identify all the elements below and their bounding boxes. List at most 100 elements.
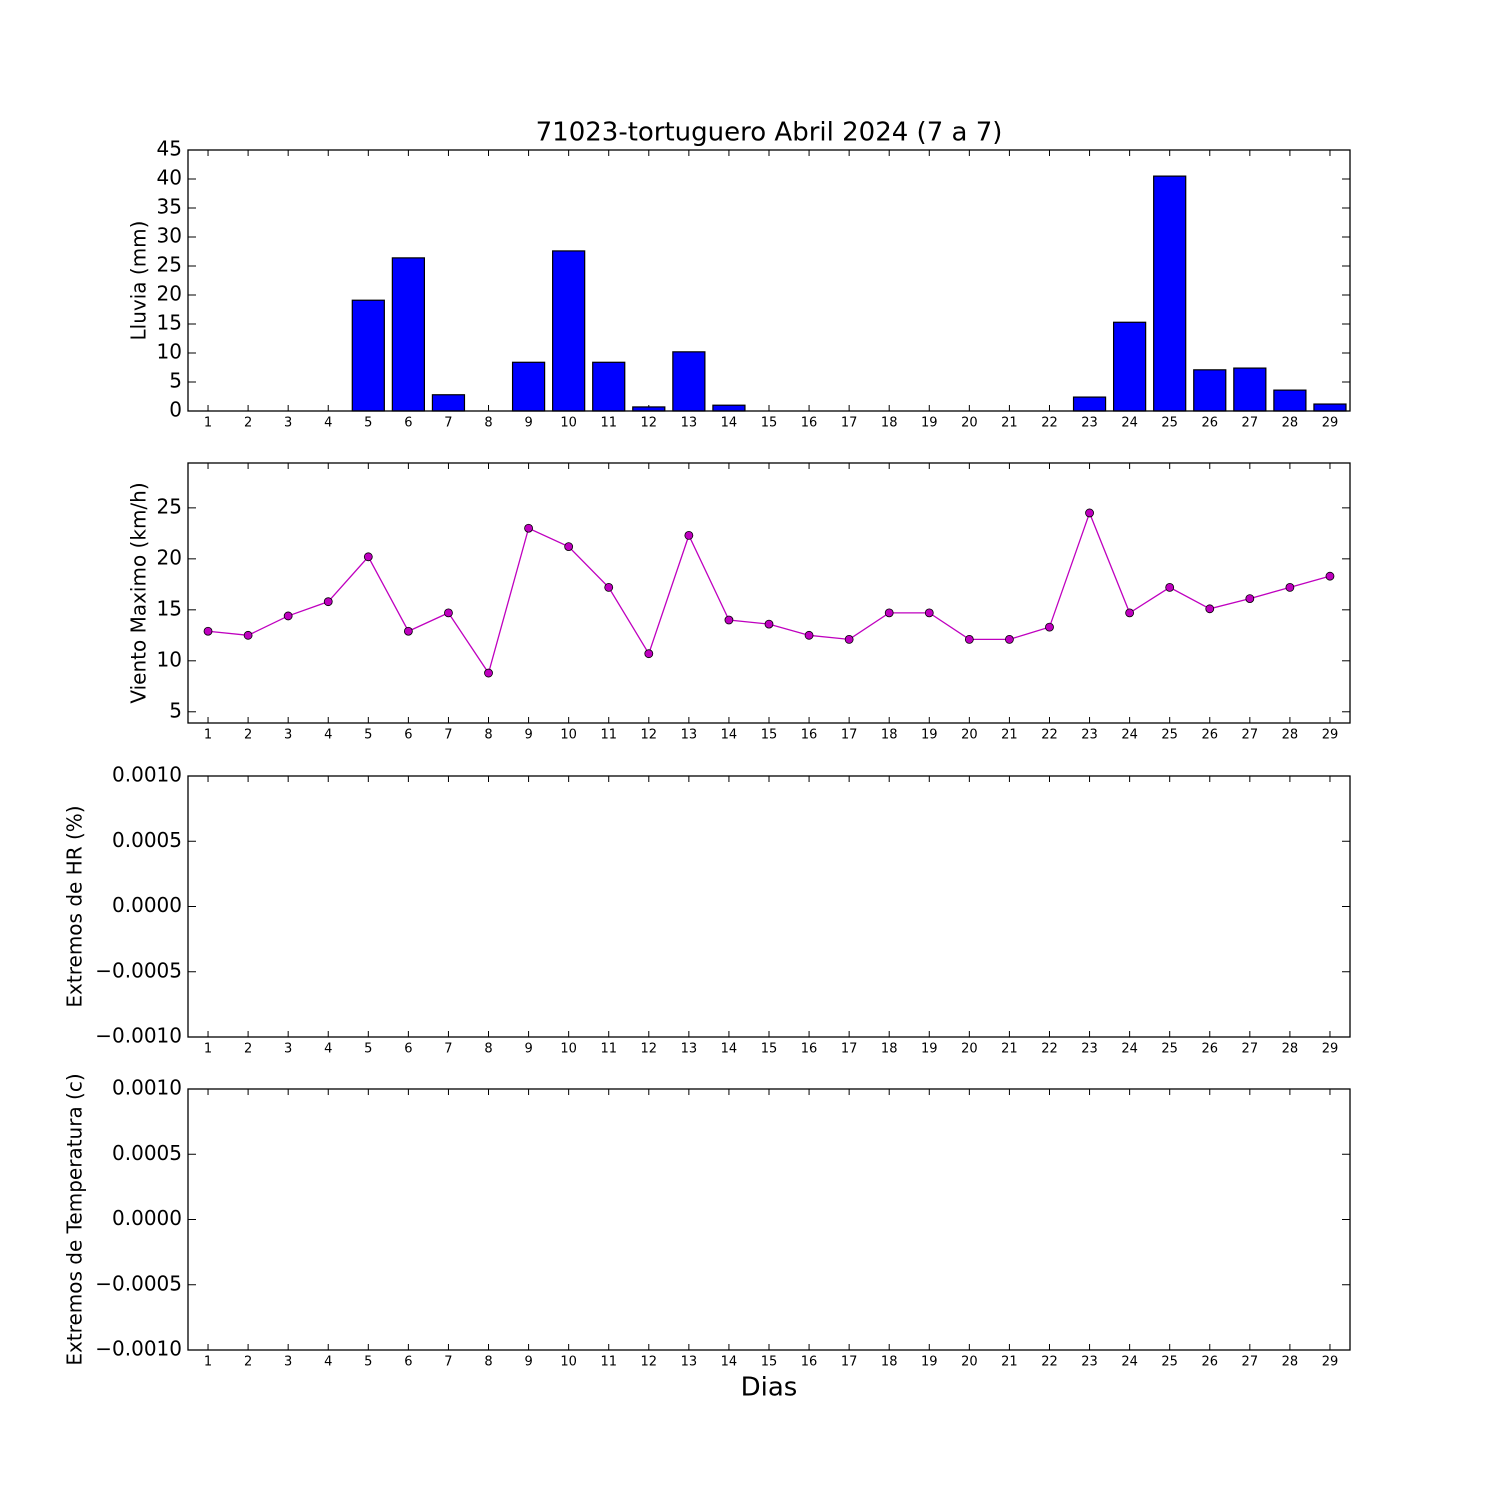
x-tick-label: 25: [1161, 416, 1178, 431]
marker: [1165, 582, 1175, 592]
x-tick-label: 5: [364, 728, 372, 743]
y-axis-label: Viento Maximo (km/h): [127, 482, 151, 703]
marker: [363, 552, 373, 562]
x-tick-label: 18: [881, 1042, 898, 1057]
y-tick-label: 0.0010: [112, 1076, 182, 1100]
x-tick-label: 26: [1201, 416, 1218, 431]
y-tick-label: 0: [169, 398, 182, 422]
marker: [1285, 582, 1295, 592]
x-tick-label: 24: [1121, 1355, 1138, 1370]
y-tick-label: −0.0005: [95, 958, 182, 982]
x-tick-label: 13: [681, 1042, 698, 1057]
x-tick-label: 24: [1121, 728, 1138, 743]
x-tick-label: 25: [1161, 1355, 1178, 1370]
x-tick-label: 11: [600, 1355, 617, 1370]
marker: [203, 626, 213, 636]
marker: [323, 597, 333, 607]
x-tick-label: 23: [1081, 416, 1098, 431]
y-tick-label: 0.0000: [112, 1206, 182, 1230]
x-tick-label: 16: [801, 416, 818, 431]
x-tick-label: 11: [600, 728, 617, 743]
bar: [1072, 396, 1107, 412]
x-tick-label: 10: [560, 1042, 577, 1057]
plot-frame: [187, 462, 1351, 724]
x-tick-label: 4: [324, 1042, 332, 1057]
x-tick-label: 14: [721, 1355, 738, 1370]
x-tick-label: 19: [921, 1355, 938, 1370]
x-tick-label: 19: [921, 416, 938, 431]
x-tick-label: 5: [364, 1042, 372, 1057]
x-tick-label: 23: [1081, 1355, 1098, 1370]
x-tick-label: 4: [324, 728, 332, 743]
x-tick-label: 4: [324, 416, 332, 431]
x-tick-label: 8: [484, 416, 492, 431]
marker: [1045, 622, 1054, 632]
x-tick-label: 26: [1201, 1042, 1218, 1057]
x-tick-label: 19: [921, 1042, 938, 1057]
x-tick-label: 10: [560, 728, 577, 743]
marker: [684, 530, 694, 540]
marker: [724, 615, 734, 625]
marker: [524, 523, 533, 533]
y-tick-label: 0.0010: [112, 763, 182, 787]
x-tick-label: 15: [761, 728, 778, 743]
marker: [764, 619, 774, 629]
x-tick-label: 17: [841, 728, 858, 743]
bar: [1153, 175, 1187, 412]
y-tick-label: 15: [157, 311, 182, 335]
y-tick-label: −0.0010: [95, 1024, 182, 1048]
x-tick-label: 12: [641, 728, 658, 743]
x-tick-label: 25: [1161, 728, 1178, 743]
x-tick-label: 28: [1282, 1355, 1299, 1370]
x-tick-label: 7: [444, 1042, 452, 1057]
x-tick-label: 9: [524, 416, 532, 431]
x-tick-label: 3: [284, 416, 292, 431]
x-tick-label: 24: [1121, 416, 1138, 431]
y-tick-label: 10: [157, 340, 182, 364]
x-tick-label: 20: [961, 416, 978, 431]
bar: [1273, 389, 1307, 412]
x-tick-label: 18: [881, 416, 898, 431]
x-tick-label: 1: [204, 1355, 212, 1370]
plot-frame: [187, 149, 1351, 412]
x-tick-label: 27: [1242, 1355, 1259, 1370]
bar: [1233, 367, 1267, 412]
x-tick-label: 1: [204, 1042, 212, 1057]
marker: [964, 634, 974, 644]
y-axis-label: Extremos de HR (%): [63, 805, 87, 1007]
bar: [431, 394, 466, 412]
x-tick-label: 18: [881, 1355, 898, 1370]
x-tick-label: 19: [921, 728, 938, 743]
y-tick-label: 40: [157, 166, 182, 190]
marker: [1125, 608, 1135, 618]
x-tick-label: 9: [524, 1355, 532, 1370]
bar: [592, 361, 626, 412]
chart-title: 71023-tortuguero Abril 2024 (7 a 7): [536, 118, 1003, 148]
x-tick-label: 5: [364, 416, 372, 431]
x-tick-label: 22: [1041, 728, 1058, 743]
x-tick-label: 17: [841, 1042, 858, 1057]
x-tick-label: 13: [681, 416, 698, 431]
x-tick-label: 20: [961, 1355, 978, 1370]
x-tick-label: 21: [1001, 728, 1018, 743]
x-tick-label: 3: [284, 1355, 292, 1370]
x-tick-label: 15: [761, 1042, 778, 1057]
bar: [1313, 403, 1347, 412]
x-tick-label: 5: [364, 1355, 372, 1370]
marker: [644, 649, 654, 659]
x-tick-label: 20: [961, 728, 978, 743]
x-tick-label: 16: [801, 1355, 818, 1370]
x-tick-label: 2: [244, 1042, 252, 1057]
x-tick-label: 28: [1282, 1042, 1299, 1057]
x-tick-label: 22: [1041, 1355, 1058, 1370]
marker: [1245, 594, 1255, 604]
y-tick-label: 20: [157, 545, 182, 569]
x-tick-label: 18: [881, 728, 898, 743]
plot-frame: [187, 775, 1351, 1038]
x-tick-label: 14: [721, 728, 738, 743]
x-tick-label: 16: [801, 728, 818, 743]
marker: [283, 611, 293, 621]
x-tick-label: 6: [404, 416, 412, 431]
x-tick-label: 6: [404, 1042, 412, 1057]
